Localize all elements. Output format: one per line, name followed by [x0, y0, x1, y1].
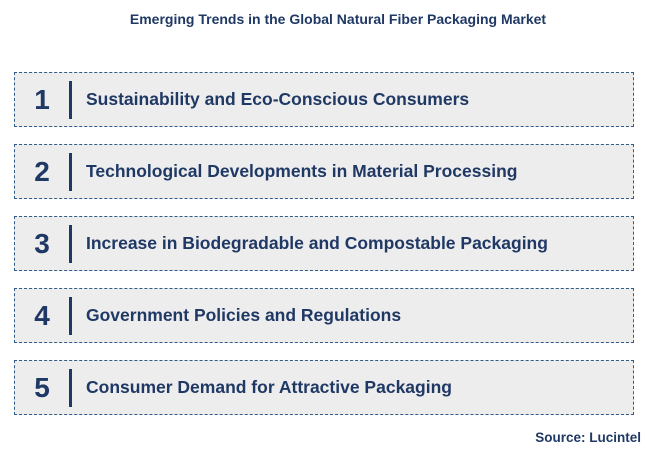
trend-label: Government Policies and Regulations	[86, 305, 402, 325]
trend-label: Sustainability and Eco-Conscious Consume…	[86, 89, 470, 109]
diagram-title: Emerging Trends in the Global Natural Fi…	[129, 11, 547, 27]
trend-list: 1 Sustainability and Eco-Conscious Consu…	[14, 72, 634, 415]
divider-bar	[69, 81, 72, 119]
trend-item-5: 5 Consumer Demand for Attractive Packagi…	[14, 360, 634, 415]
divider-bar	[69, 225, 72, 263]
trend-number: 1	[34, 83, 50, 115]
trend-item-1: 1 Sustainability and Eco-Conscious Consu…	[14, 72, 634, 127]
trend-label: Increase in Biodegradable and Compostabl…	[86, 233, 548, 253]
trend-item-2: 2 Technological Developments in Material…	[14, 144, 634, 199]
divider-bar	[69, 369, 72, 407]
trend-label: Consumer Demand for Attractive Packaging	[86, 377, 452, 397]
trend-number: 3	[34, 227, 50, 259]
divider-bar	[69, 153, 72, 191]
source-credit: Source: Lucintel	[535, 430, 641, 445]
divider-bar	[69, 297, 72, 335]
trend-item-3: 3 Increase in Biodegradable and Composta…	[14, 216, 634, 271]
trend-label: Technological Developments in Material P…	[86, 161, 518, 181]
trend-number: 2	[34, 155, 50, 187]
trend-number: 5	[34, 371, 50, 403]
trend-item-4: 4 Government Policies and Regulations	[14, 288, 634, 343]
trend-number: 4	[34, 299, 50, 331]
